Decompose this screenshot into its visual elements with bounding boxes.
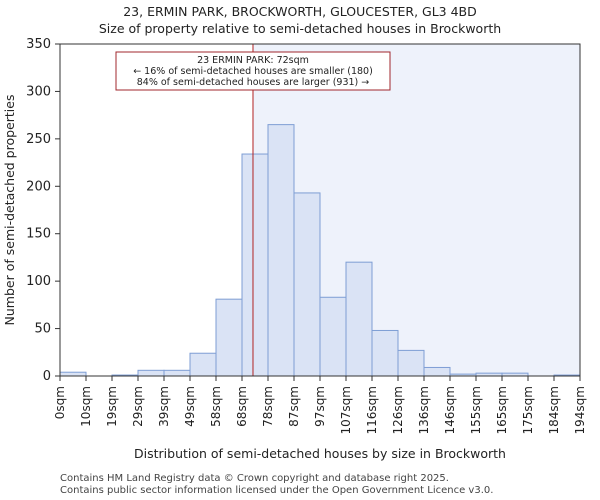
- annotation-line: 23 ERMIN PARK: 72sqm: [197, 55, 309, 66]
- histogram-bar: [397, 349, 425, 377]
- annotation-box: [115, 51, 391, 91]
- x-tick-label: 146sqm: [443, 386, 457, 434]
- y-tick-label: 200: [26, 179, 51, 194]
- x-tick-label: 116sqm: [365, 386, 379, 434]
- x-tick-label: 87sqm: [287, 386, 301, 427]
- annotation-line: ← 16% of semi-detached houses are smalle…: [133, 66, 373, 77]
- histogram-bar: [59, 371, 87, 377]
- histogram-bar: [423, 366, 451, 377]
- histogram-bar: [241, 153, 269, 377]
- x-tick-label: 39sqm: [157, 386, 171, 427]
- x-tick-label: 29sqm: [131, 386, 145, 427]
- histogram-bar: [163, 369, 191, 377]
- y-tick-label: 50: [34, 322, 51, 337]
- x-tick-label: 78sqm: [261, 386, 275, 427]
- x-tick-label: 155sqm: [469, 386, 483, 434]
- x-tick-label: 165sqm: [495, 386, 509, 434]
- annotation-line: 84% of semi-detached houses are larger (…: [137, 77, 370, 88]
- x-tick-label: 19sqm: [105, 386, 119, 427]
- x-tick-label: 0sqm: [53, 386, 67, 419]
- x-tick-label: 136sqm: [417, 386, 431, 434]
- x-tick-label: 68sqm: [235, 386, 249, 427]
- x-axis-label: Distribution of semi-detached houses by …: [134, 446, 506, 461]
- histogram-bar: [137, 369, 165, 377]
- y-tick-label: 150: [26, 227, 51, 242]
- histogram-bar: [293, 192, 321, 377]
- footer-line-1: Contains HM Land Registry data © Crown c…: [60, 473, 449, 484]
- footer-line-2: Contains public sector information licen…: [60, 485, 494, 496]
- y-tick-label: 0: [43, 369, 51, 384]
- x-tick-label: 107sqm: [339, 386, 353, 434]
- y-tick-label: 100: [26, 274, 51, 289]
- x-tick-label: 184sqm: [547, 386, 561, 434]
- histogram-bar: [189, 352, 217, 377]
- x-tick-label: 97sqm: [313, 386, 327, 427]
- chart-title: 23, ERMIN PARK, BROCKWORTH, GLOUCESTER, …: [123, 4, 477, 19]
- histogram-bar: [371, 329, 399, 377]
- x-tick-label: 175sqm: [521, 386, 535, 434]
- y-tick-label: 300: [26, 84, 51, 99]
- marker-annotation: 23 ERMIN PARK: 72sqm← 16% of semi-detach…: [115, 51, 391, 91]
- y-axis-label: Number of semi-detached properties: [2, 95, 17, 326]
- chart-subtitle: Size of property relative to semi-detach…: [98, 21, 502, 36]
- histogram-bar: [215, 298, 243, 377]
- x-tick-label: 49sqm: [183, 386, 197, 427]
- histogram-bar: [319, 296, 347, 377]
- x-tick-label: 126sqm: [391, 386, 405, 434]
- x-tick-label: 10sqm: [79, 386, 93, 427]
- histogram-bar: [267, 124, 295, 377]
- y-tick-label: 350: [26, 37, 51, 52]
- histogram-bar: [345, 261, 373, 377]
- x-tick-label: 58sqm: [209, 386, 223, 427]
- x-tick-label: 194sqm: [573, 386, 587, 434]
- y-tick-label: 250: [26, 132, 51, 147]
